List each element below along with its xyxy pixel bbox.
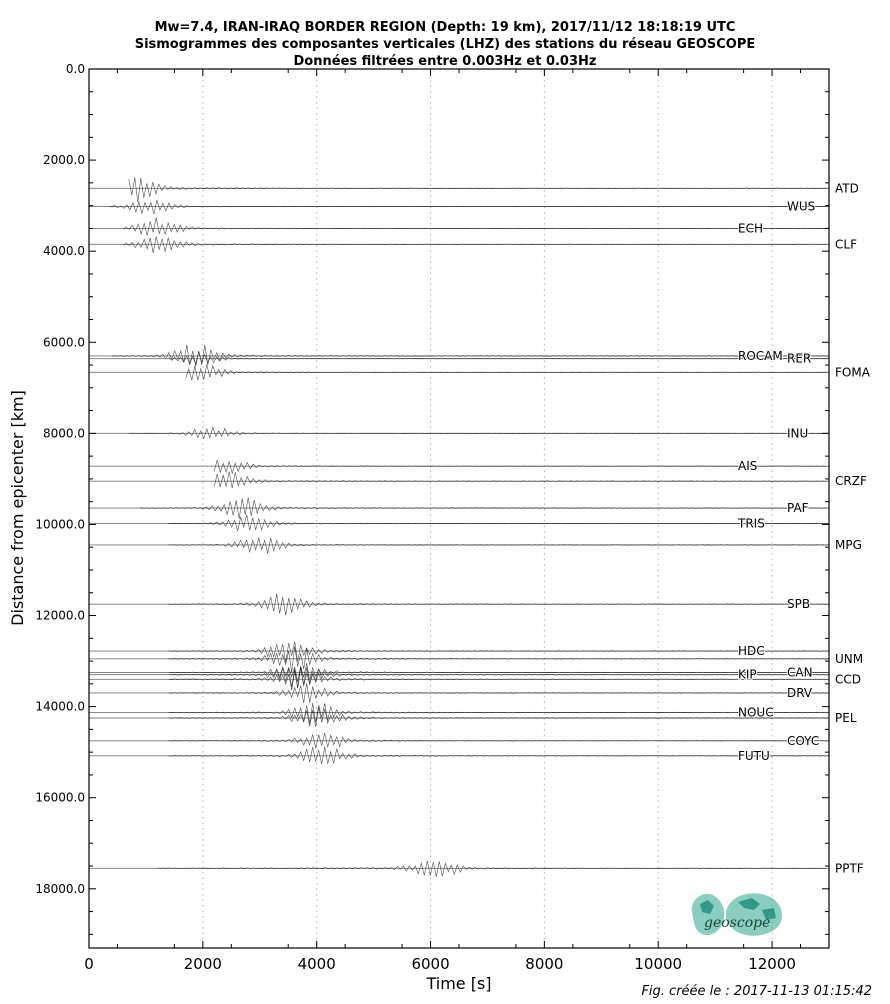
seismogram-trace-hdc [168,641,829,663]
station-label-spb: SPB [787,597,810,611]
seismogram-trace-rocam [111,344,829,367]
seismogram-trace-unm [168,646,829,673]
y-tick-label-1: 2000.0 [43,153,85,167]
seismogram-trace-ais [213,459,827,475]
station-label-futu: FUTU [738,749,770,763]
station-label-pel: PEL [835,711,857,725]
x-tick-label-2: 4000 [298,955,336,973]
x-axis-label: Time [s] [425,974,491,993]
station-label-unm: UNM [835,652,863,666]
figure-credit: Fig. créée le : 2017-11-13 01:15:42 [641,984,872,999]
y-axis-label: Distance from epicenter [km] [8,390,27,626]
seismogram-trace-nouc [168,703,829,724]
station-label-can: CAN [787,665,813,679]
seismogram-trace-clf [123,236,829,253]
seismogram-trace-tris [168,514,829,531]
seismogram-trace-spb [168,593,829,616]
y-tick-label-5: 10000.0 [35,517,85,531]
station-label-foma: FOMA [835,365,871,379]
seismogram-trace-futu [168,746,829,765]
seismogram-trace-paf [140,497,828,519]
station-label-hdc: HDC [738,644,765,658]
chart-title-line-1: Mw=7.4, IRAN-IRAQ BORDER REGION (Depth: … [155,20,736,35]
station-label-ccd: CCD [835,672,861,686]
seismogram-traces [89,177,829,877]
logo-text: geoscope [704,915,770,931]
logo-globe-left-icon [691,893,725,936]
plot-frame [88,68,830,949]
seismogram-trace-coyc [168,732,829,749]
y-tick-label-7: 14000.0 [35,700,85,714]
seismogram-trace-inu [128,426,828,440]
station-label-drv: DRV [787,686,813,700]
x-tick-label-6: 12000 [748,955,796,973]
grid-lines [202,69,773,948]
x-tick-label-4: 8000 [525,955,563,973]
seismogram-trace-drv [168,683,829,704]
station-label-pptf: PPTF [835,861,864,875]
seismogram-trace-foma [185,364,828,381]
station-label-inu: INU [787,426,808,440]
seismogram-trace-atd [128,177,828,203]
logo-continents-icon [700,898,776,920]
station-label-mpg: MPG [835,538,862,552]
x-tick-label-3: 6000 [411,955,449,973]
chart-title-line-3: Données filtrées entre 0.003Hz et 0.03Hz [294,54,597,69]
seismogram-trace-crzf [213,471,827,489]
y-tick-label-6: 12000.0 [35,609,85,623]
station-label-nouc: NOUC [738,706,774,720]
station-label-kip: KIP [738,668,757,682]
seismogram-trace-kip [168,666,829,688]
y-axis-ticks: 0.0 2000.0 4000.0 6000.0 8000.0 10000.0 12000.… [35,62,829,935]
station-label-ech: ECH [738,221,763,235]
station-label-ais: AIS [738,459,757,473]
y-tick-label-2: 4000.0 [43,244,85,258]
seismogram-trace-ccd [168,667,829,691]
y-tick-label-4: 8000.0 [43,426,85,440]
station-label-coyc: COYC [787,734,819,748]
geoscope-logo: geoscope [691,893,783,936]
seismogram-trace-rer [168,350,829,365]
seismogram-trace-pel [168,707,829,727]
y-tick-label-8: 16000.0 [35,791,85,805]
seismogram-trace-pptf [157,860,827,877]
seismogram-trace-wus [108,200,829,215]
x-tick-label-1: 2000 [184,955,222,973]
seismogram-trace-mpg [168,537,829,554]
station-label-tris: TRIS [737,517,765,531]
y-tick-label-9: 18000.0 [35,882,85,896]
station-label-wus: WUS [787,200,815,214]
station-label-rocam: ROCAM [738,349,783,363]
station-label-atd: ATD [835,181,859,195]
x-tick-label-0: 0 [84,955,94,973]
seismogram-trace-can [168,663,829,682]
station-label-rer: RER [787,352,811,366]
y-tick-label-3: 6000.0 [43,335,85,349]
x-tick-label-5: 10000 [634,955,682,973]
chart-title-line-2: Sismogrammes des composantes verticales … [135,37,756,52]
station-label-clf: CLF [835,237,857,251]
station-labels: ATD WUS ECH CLF ROCAM RER FOMA INU AIS CRZF PAF TRI… [736,181,871,875]
station-label-crzf: CRZF [835,474,867,488]
seismogram-trace-ech [123,217,829,236]
y-tick-label-0: 0.0 [66,62,85,76]
x-axis-ticks: 0 2000 4000 6000 8000 10000 12000 [84,69,802,973]
station-label-paf: PAF [787,501,809,515]
